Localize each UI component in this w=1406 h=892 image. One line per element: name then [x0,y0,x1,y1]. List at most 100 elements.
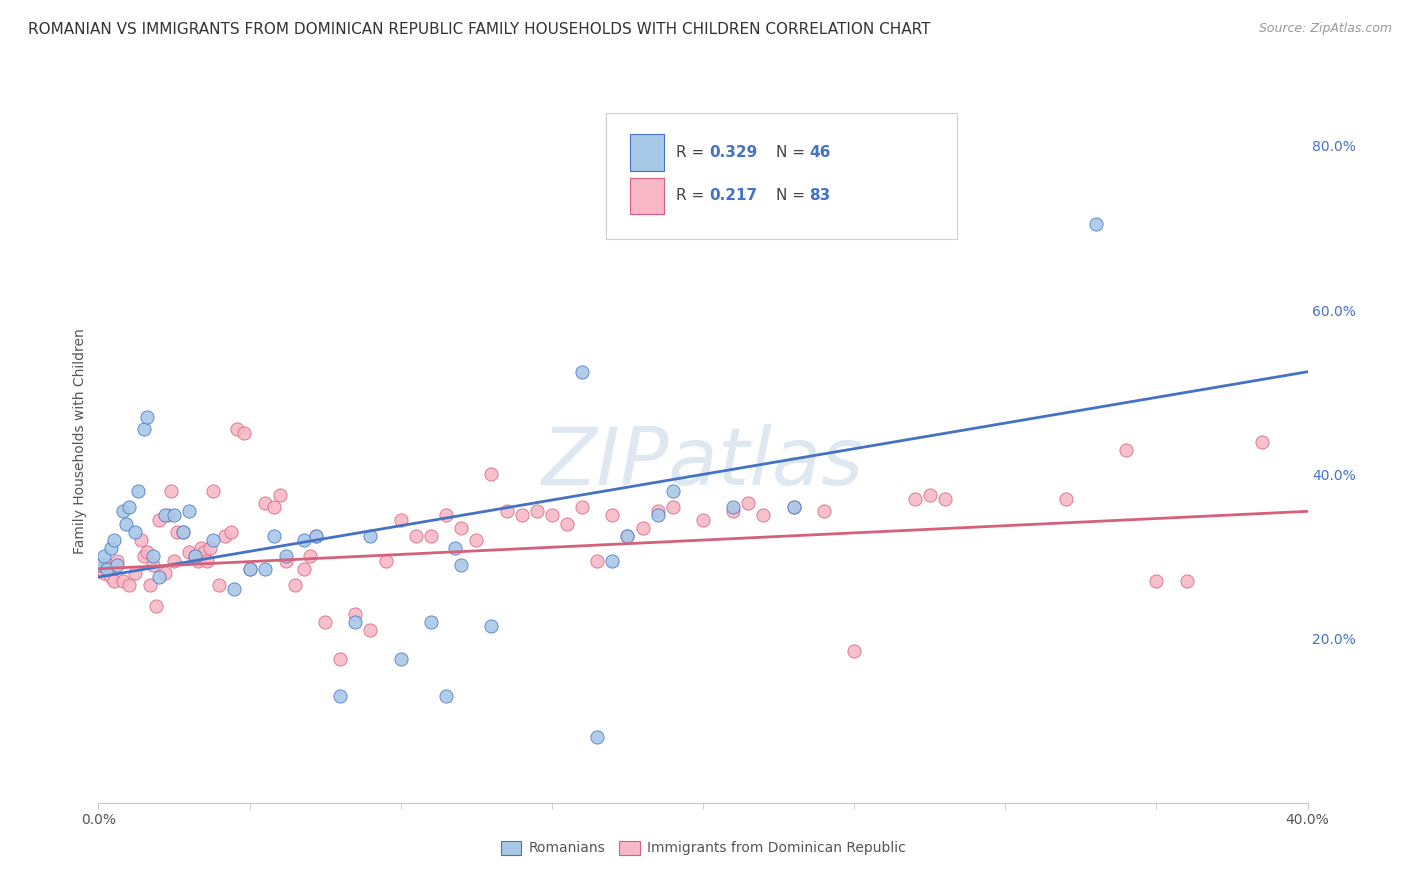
Point [1144,574,1167,588]
Point [444,541,467,556]
Point [661,483,683,498]
Point [193,545,215,559]
Point [145,599,167,613]
Text: R =: R = [676,188,710,203]
Point [208,578,231,592]
Point [172,524,194,539]
Point [103,533,125,547]
Point [224,582,246,597]
Point [631,521,654,535]
Text: 0.329: 0.329 [709,145,758,160]
Point [118,500,141,515]
Text: 46: 46 [810,145,831,160]
Point [100,570,122,584]
Point [214,529,236,543]
Point [153,566,176,580]
Point [232,426,254,441]
Point [540,508,562,523]
Point [100,541,122,556]
Point [1251,434,1274,449]
Point [153,508,176,523]
Point [184,549,207,564]
Point [111,504,134,518]
Point [163,508,186,523]
Point [96,558,118,572]
Point [571,500,593,515]
Point [450,521,472,535]
Point [103,574,125,588]
Point [737,496,759,510]
Point [253,496,276,510]
Legend: Romanians, Immigrants from Dominican Republic: Romanians, Immigrants from Dominican Rep… [495,835,911,861]
Point [239,562,262,576]
Point [118,578,141,592]
Text: N =: N = [776,145,810,160]
Point [329,652,352,666]
Text: ROMANIAN VS IMMIGRANTS FROM DOMINICAN REPUBLIC FAMILY HOUSEHOLDS WITH CHILDREN C: ROMANIAN VS IMMIGRANTS FROM DOMINICAN RE… [28,22,931,37]
Point [96,562,118,576]
Point [292,533,315,547]
Point [90,558,112,572]
Point [305,529,328,543]
Point [844,644,866,658]
Text: ZIPatlas: ZIPatlas [541,425,865,502]
Point [129,533,152,547]
Text: R =: R = [676,145,710,160]
Point [299,549,322,564]
Point [555,516,578,531]
Point [344,607,367,621]
Point [263,529,285,543]
Point [389,512,412,526]
Point [647,504,669,518]
Point [1085,217,1108,231]
Point [904,491,927,506]
Point [156,508,179,523]
Point [481,619,503,633]
Point [434,689,457,703]
Point [510,508,533,523]
Point [142,558,165,572]
Point [405,529,427,543]
Point [179,504,201,518]
Point [783,500,806,515]
Point [465,533,488,547]
Point [1175,574,1198,588]
Point [1115,442,1137,457]
Point [135,545,157,559]
Point [111,574,134,588]
Point [292,562,315,576]
Point [495,504,517,518]
Point [139,578,162,592]
Point [274,549,297,564]
Point [132,549,155,564]
Point [200,541,222,556]
Point [124,524,146,539]
Point [934,491,956,506]
Point [274,553,297,567]
Text: 0.217: 0.217 [709,188,758,203]
Point [481,467,503,482]
Point [602,553,624,567]
Point [269,488,291,502]
Point [389,652,412,666]
Point [239,562,262,576]
Point [105,558,128,572]
Point [360,624,382,638]
Point [374,553,396,567]
Point [314,615,336,630]
Point [723,504,745,518]
Point [166,524,188,539]
Point [783,500,806,515]
Point [195,553,218,567]
Point [105,553,128,567]
Point [226,422,249,436]
Point [202,483,225,498]
FancyBboxPatch shape [630,178,664,214]
Point [190,541,212,556]
Point [142,549,165,564]
Point [586,730,609,744]
Text: Source: ZipAtlas.com: Source: ZipAtlas.com [1258,22,1392,36]
Point [344,615,367,630]
Point [420,615,443,630]
Point [360,529,382,543]
